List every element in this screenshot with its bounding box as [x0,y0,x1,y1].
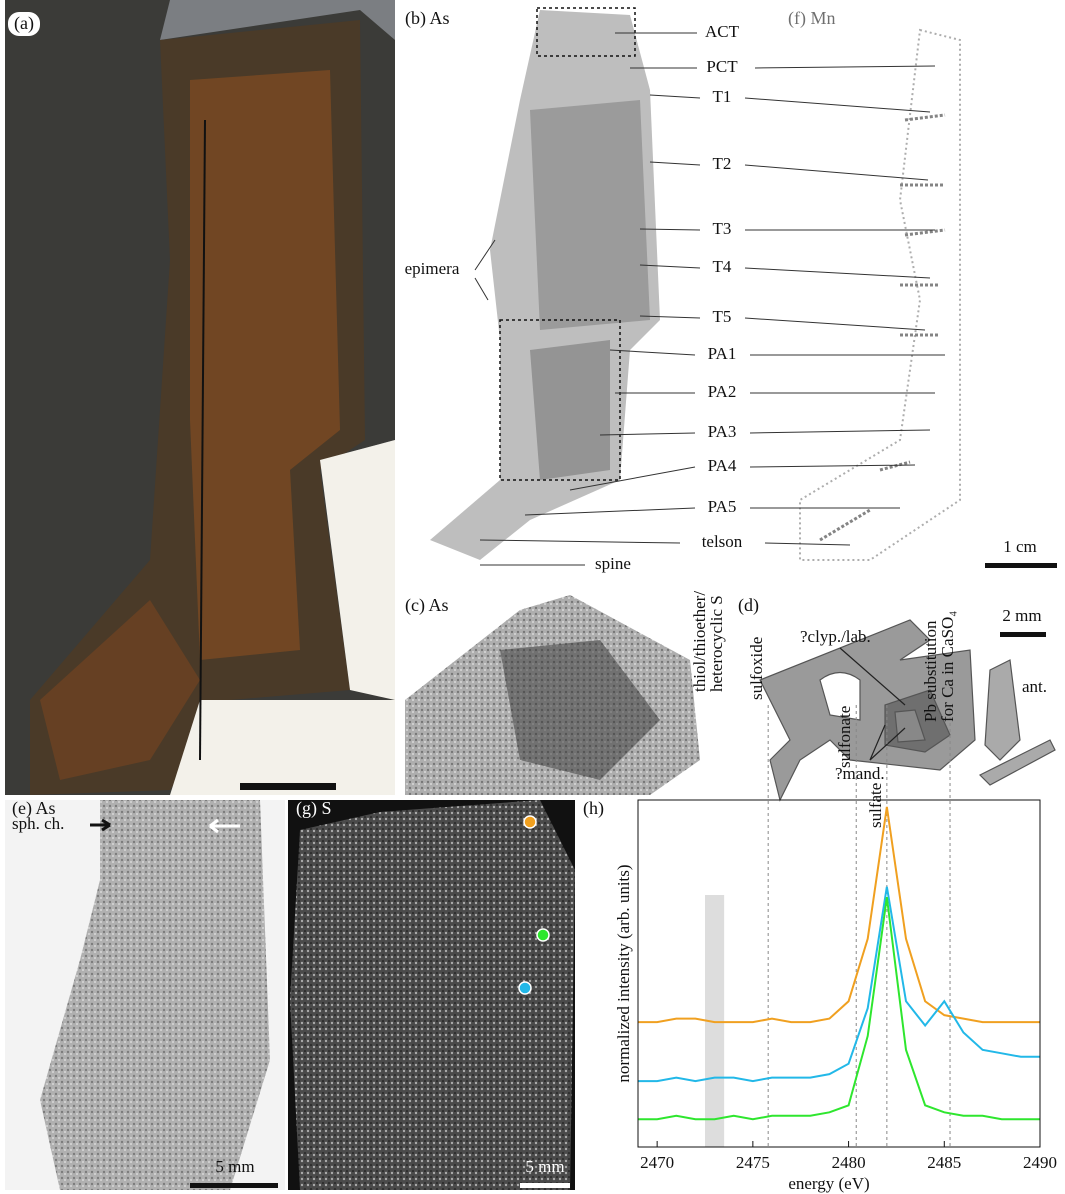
panel-label: (c) As [405,595,449,616]
annotation: spine [595,554,631,573]
x-tick-label: 2470 [640,1153,674,1172]
panel-label: (b) As [405,8,450,29]
band-label: heterocyclic S [707,595,726,692]
image-b: (b) As [405,7,660,560]
photo-a: (a) [5,0,395,795]
band-label: thiol/thioether/ [690,591,709,692]
scale-label: 2 mm [1002,606,1041,625]
annotation: ant. [1022,677,1047,696]
leader-lines [474,32,945,566]
marker-label: sulfoxide [747,637,766,700]
annotation: PCT [706,57,738,76]
x-tick-label: 2475 [736,1153,770,1172]
x-tick-label: 2490 [1023,1153,1057,1172]
annotation: PA4 [708,456,737,475]
marker-label: sulfate [866,783,885,828]
x-tick-label: 2485 [927,1153,961,1172]
image-f: (f) Mn [788,8,961,561]
annotation: telson [702,532,743,551]
marker-label: Pb substitution [921,620,940,722]
annotation: sph. ch. [12,814,64,833]
y-axis-label: normalized intensity (arb. units) [614,864,633,1082]
annotation: T1 [713,87,732,106]
chart: thiol/thioether/heterocyclic S sulfoxide s… [614,591,1057,1193]
panel-label: (f) Mn [788,8,836,29]
panel-label: (d) [738,595,759,616]
annotation: ACT [705,22,740,41]
panel-label: (h) [583,798,604,819]
marker-label: sulfonate [835,706,854,768]
scale-label: 5 mm [215,1157,254,1176]
plot-frame [637,799,1041,1148]
annotation: epimera [405,259,460,278]
annotation: ?mand. [835,764,885,783]
annotation: PA3 [708,422,737,441]
image-c: (c) As [405,595,700,795]
annotation: T4 [713,257,732,276]
panel-label: (a) [14,13,34,34]
annotations-b: ACT PCT T1 T2 T3 T4 T5 PA1 PA2 PA3 PA4 PA5 telson spi… [405,22,743,573]
panel-label: (e) As [12,798,56,819]
band [705,895,725,1147]
diagram-d: (d) 2 mm ?clyp./lab. ant. ?mand. [738,595,1056,802]
annotation: PA5 [708,497,737,516]
image-g: 5 mm (g) S [288,798,575,1190]
x-tick-label: 2480 [832,1153,866,1172]
series-line [638,886,1040,1083]
scale-label: 5 mm [525,1157,564,1176]
image-e: 5 mm sph. ch. (e) As [5,798,285,1190]
annotation: PA1 [708,344,737,363]
series-line [638,897,1040,1121]
x-axis-label: energy (eV) [788,1174,869,1193]
series-line [638,806,1040,1024]
annotation: T3 [713,219,732,238]
annotation: PA2 [708,382,737,401]
annotation: T5 [713,307,732,326]
scale-label: 1 cm [1003,537,1037,556]
marker-label: for Ca in CaSO₄ [938,611,957,722]
annotation: ?clyp./lab. [800,627,871,646]
annotation: T2 [713,154,732,173]
panel-label: (g) S [296,798,332,819]
